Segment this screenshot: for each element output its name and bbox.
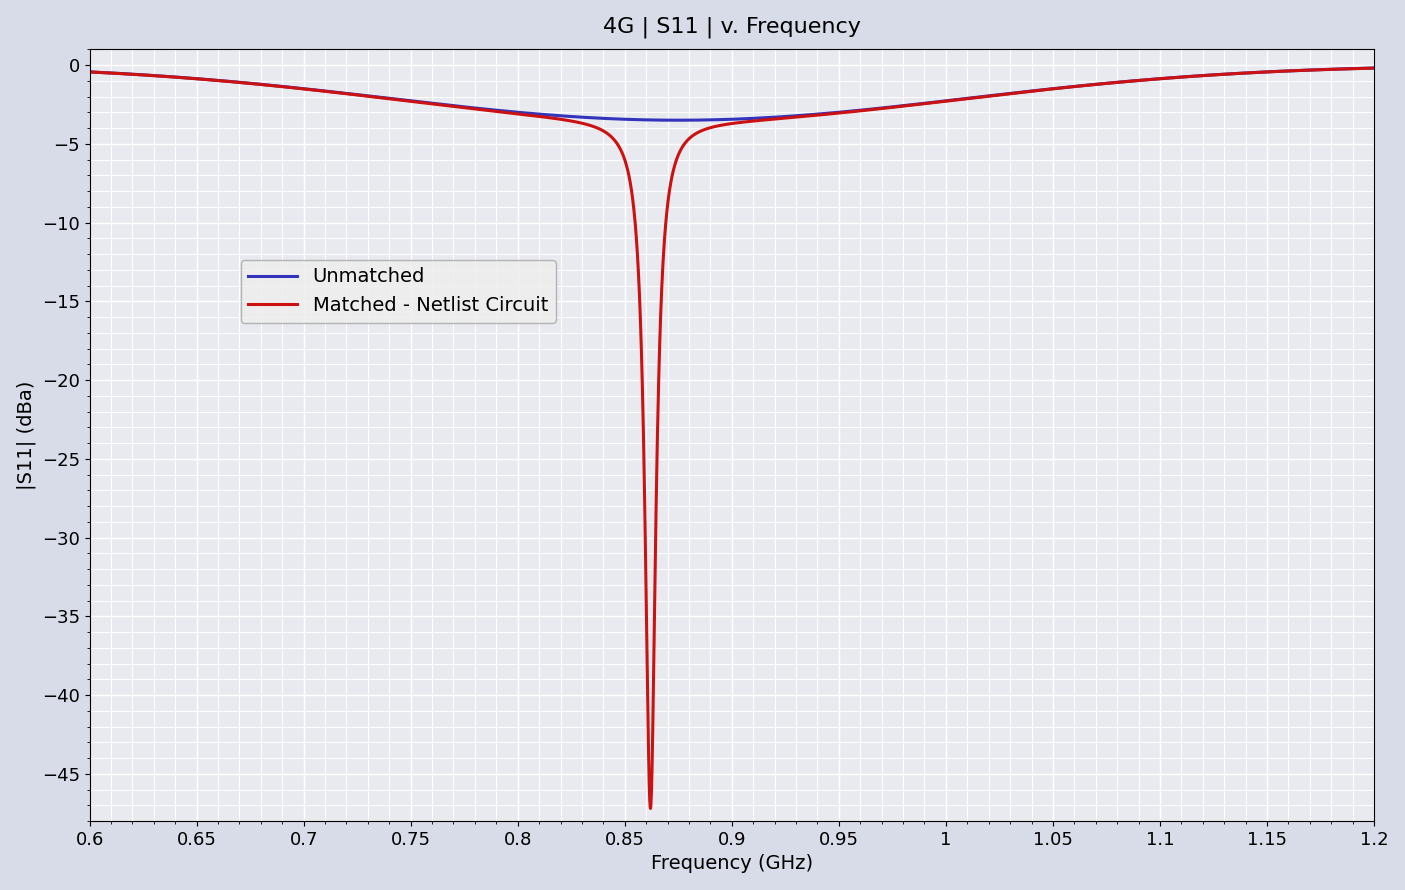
Unmatched <box>315 85 332 96</box>
Title: 4G | S11 | v. Frequency: 4G | S11 | v. Frequency <box>603 17 861 38</box>
Unmatched <box>1138 75 1155 85</box>
Unmatched <box>670 115 687 125</box>
Matched - Netlist Circuit <box>572 117 589 128</box>
Unmatched <box>1366 62 1383 73</box>
Matched - Netlist Circuit <box>916 98 933 109</box>
Line: Matched - Netlist Circuit: Matched - Netlist Circuit <box>90 69 1374 808</box>
Matched - Netlist Circuit <box>642 803 659 813</box>
Matched - Netlist Circuit <box>851 106 868 117</box>
Matched - Netlist Circuit <box>81 67 98 77</box>
Line: Unmatched: Unmatched <box>90 68 1374 120</box>
X-axis label: Frequency (GHz): Frequency (GHz) <box>651 854 813 873</box>
Unmatched <box>81 67 98 77</box>
Y-axis label: |S11| (dBa): |S11| (dBa) <box>17 381 37 490</box>
Matched - Netlist Circuit <box>1366 63 1383 74</box>
Legend: Unmatched, Matched - Netlist Circuit: Unmatched, Matched - Netlist Circuit <box>240 260 556 323</box>
Unmatched <box>1040 84 1057 94</box>
Unmatched <box>851 105 868 116</box>
Matched - Netlist Circuit <box>1138 75 1155 85</box>
Unmatched <box>916 98 933 109</box>
Matched - Netlist Circuit <box>1040 84 1057 94</box>
Unmatched <box>572 112 589 123</box>
Matched - Netlist Circuit <box>315 85 332 96</box>
